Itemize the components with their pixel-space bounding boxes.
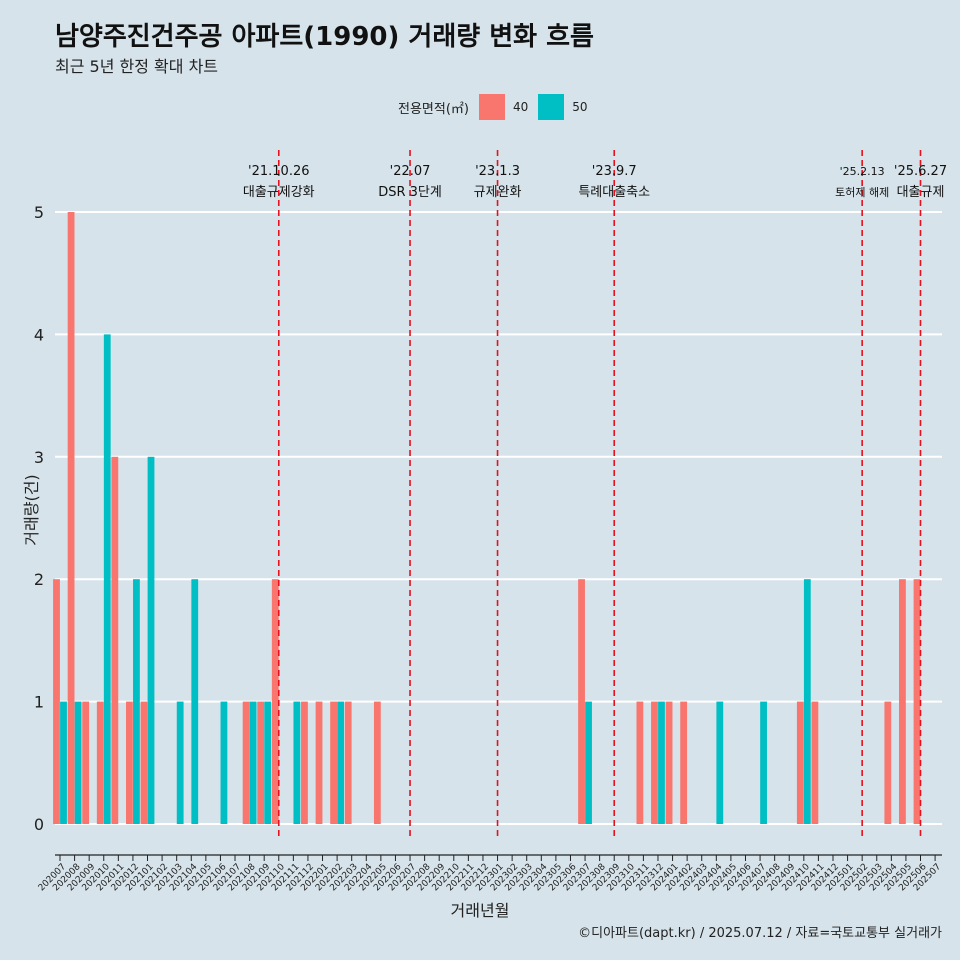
bar-40-202009 (82, 701, 90, 824)
event-date-202506: '25.6.27 (894, 164, 947, 179)
bar-50-202312 (658, 701, 665, 824)
event-date-202502: '25.2.13 (840, 165, 885, 178)
event-label-202502: 토허제 해제 (835, 185, 889, 199)
event-label-202301: 규제완화 (474, 185, 522, 200)
legend-title: 전용면적(㎡) (398, 101, 469, 117)
bar-50-202008 (74, 701, 82, 824)
bar-40-202411 (811, 701, 819, 824)
bar-40-202007 (53, 579, 60, 824)
bar-40-202205 (373, 701, 381, 824)
bar-40-202201 (315, 701, 323, 824)
bar-50-202111 (293, 701, 301, 824)
bar-40-202012 (126, 701, 133, 824)
y-tick-label: 5 (34, 203, 44, 222)
bar-50-202104 (191, 579, 199, 824)
legend-label-50: 50 (572, 100, 588, 114)
bar-50-202407 (760, 701, 767, 824)
bar-50-202106 (220, 701, 228, 824)
bar-50-202012 (133, 579, 140, 824)
bar-50-202307 (585, 701, 592, 824)
bar-40-202410 (796, 701, 804, 824)
y-tick-label: 4 (34, 325, 44, 344)
bar-50-202010 (103, 334, 111, 824)
bar-40-202108 (242, 701, 250, 824)
event-date-202110: '21.10.26 (248, 164, 309, 179)
event-label-202506: 대출규제 (897, 185, 945, 200)
x-axis-label: 거래년월 (450, 901, 510, 920)
source-caption: ©디아파트(dapt.kr) / 2025.07.12 / 자료=국토교통부 실… (578, 926, 942, 941)
event-date-202207: '22.07 (390, 164, 431, 179)
y-tick-label: 2 (34, 570, 44, 589)
bar-40-202109 (257, 701, 265, 824)
bar-50-202007 (60, 701, 67, 824)
chart-subtitle: 최근 5년 한정 확대 차트 (55, 57, 219, 76)
event-label-202207: DSR 3단계 (378, 185, 442, 200)
event-label-202110: 대출규제강화 (243, 185, 315, 200)
bar-50-202103 (176, 701, 184, 824)
bar-40-202112 (301, 701, 308, 824)
bar-40-202312 (651, 701, 658, 824)
y-tick-label: 1 (34, 693, 44, 712)
bar-40-202506 (913, 579, 921, 824)
event-label-202309: 특례대출축소 (578, 185, 650, 200)
bar-40-202101 (140, 701, 148, 824)
bar-40-202011 (111, 456, 119, 824)
bar-40-202311 (636, 701, 644, 824)
bar-40-202504 (884, 701, 892, 824)
bar-40-202505 (899, 579, 906, 824)
y-axis-label: 거래량(건) (22, 474, 41, 546)
chart-title: 남양주진건주공 아파트(1990) 거래량 변화 흐름 (55, 22, 594, 52)
bar-40-202203 (344, 701, 352, 824)
y-tick-label: 0 (34, 815, 44, 834)
bar-40-202010 (96, 701, 104, 824)
bar-50-202410 (803, 579, 811, 824)
event-date-202301: '23.1.3 (475, 164, 520, 179)
bar-40-202110 (271, 579, 279, 824)
legend-swatch-40 (478, 94, 505, 120)
bar-40-202402 (680, 701, 688, 824)
bar-50-202202 (337, 701, 345, 824)
bar-40-202202 (330, 701, 338, 824)
y-tick-label: 3 (34, 448, 44, 467)
bar-40-202307 (578, 579, 585, 824)
event-date-202309: '23.9.7 (592, 164, 637, 179)
bar-40-202008 (67, 212, 75, 824)
bar-50-202109 (264, 701, 272, 824)
bar-50-202101 (147, 456, 155, 824)
bar-40-202401 (665, 701, 673, 824)
legend: 전용면적(㎡) 40 50 (398, 94, 598, 120)
bar-50-202108 (249, 701, 257, 824)
bar-50-202404 (716, 701, 724, 824)
legend-swatch-50 (538, 94, 565, 120)
legend-label-40: 40 (512, 100, 529, 114)
